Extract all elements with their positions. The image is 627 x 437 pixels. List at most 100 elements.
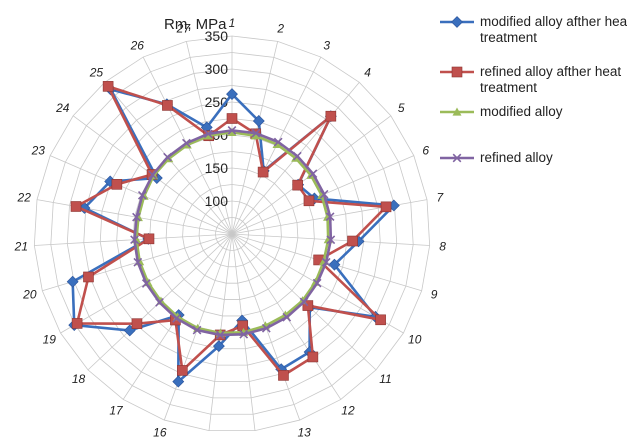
data-point [226,113,238,124]
category-label: 2 [276,22,284,36]
category-label: 27 [176,22,192,36]
radial-tick-label: 300 [205,61,229,77]
grid-ring [99,101,365,366]
legend-label: modified alloy [480,104,563,119]
data-point [307,351,319,363]
category-label: 23 [31,143,46,157]
grid-ring [116,118,348,350]
grid-ring [33,35,431,432]
data-point [347,235,358,247]
data-point [111,179,123,190]
category-label: 25 [89,65,104,79]
radial-tick-label: 150 [205,160,229,176]
data-point [278,370,289,381]
data-point [251,128,261,138]
category-label: 21 [14,239,28,253]
legend-symbol [440,153,474,163]
data-point [131,318,143,329]
radial-tick-label: 350 [205,28,229,44]
data-point [133,257,143,267]
category-label: 18 [72,372,86,386]
category-label: 3 [323,38,330,52]
data-point [326,235,336,245]
grid-ring [66,68,398,399]
grid-ring [50,52,414,415]
category-label: 24 [55,101,70,115]
category-label: 7 [436,190,444,204]
data-point [273,137,283,147]
legend-label: refined alloy afther heat treatment [480,64,622,95]
data-point [325,110,337,122]
series-line [74,85,388,377]
legend-label: refined alloy [480,150,553,165]
data-point [227,127,237,136]
category-label: 11 [379,372,391,386]
data-point [172,314,181,323]
data-point [252,115,265,127]
data-point [155,298,164,307]
data-point [451,66,463,78]
category-label: 6 [422,143,429,157]
category-label: 12 [341,403,355,417]
data-point [132,212,141,222]
grid-ring [215,217,249,251]
data-point [71,318,83,329]
category-label: 22 [17,190,32,204]
data-point [328,258,341,271]
data-point [292,179,303,191]
category-label: 16 [153,425,167,437]
data-point [177,365,188,376]
data-point [212,340,225,353]
data-point [375,314,386,326]
legend-item: modified alloy afther heat treatment [438,14,627,46]
category-label: 9 [431,288,438,302]
axis-title: Rm, MPa [164,16,227,33]
category-label: 17 [109,403,124,417]
category-label: 8 [439,239,446,253]
data-point [292,151,302,161]
data-point [172,375,185,388]
data-point [203,129,213,139]
data-series [66,81,400,388]
data-point [141,279,151,288]
data-point [250,131,260,140]
data-point [66,275,79,288]
data-point [130,235,139,245]
data-point [312,278,322,288]
data-point [163,152,172,162]
legend-symbol [440,107,474,116]
data-point [143,233,155,245]
data-point [239,329,249,339]
category-label: 5 [398,101,405,115]
data-point [261,323,271,333]
data-point [452,107,462,116]
series-4 [130,126,336,340]
series-line [133,129,333,337]
category-labels: 1234567891011121314151617181920212223242… [14,16,447,437]
radial-tick-label: 100 [205,193,229,209]
category-label: 10 [408,333,422,347]
data-point [148,170,157,180]
data-point [325,212,335,222]
data-point [303,195,315,207]
data-point [380,201,392,213]
data-point [299,297,309,307]
data-point [282,312,292,322]
data-point [70,201,82,212]
grid-ring [198,200,266,268]
category-label: 13 [297,425,311,437]
legend-item: modified alloy [438,104,627,120]
data-point [319,189,329,199]
data-point [452,153,462,163]
legend-symbol [440,16,474,28]
series-line [135,131,330,335]
data-point [215,330,225,340]
category-label: 1 [229,16,236,30]
category-label: 19 [43,333,57,347]
legend-item: refined alloy afther heat treatment [438,64,627,96]
category-label: 20 [22,288,37,302]
data-point [162,100,173,111]
legend-label: modified alloy afther heat treatment [480,14,627,45]
